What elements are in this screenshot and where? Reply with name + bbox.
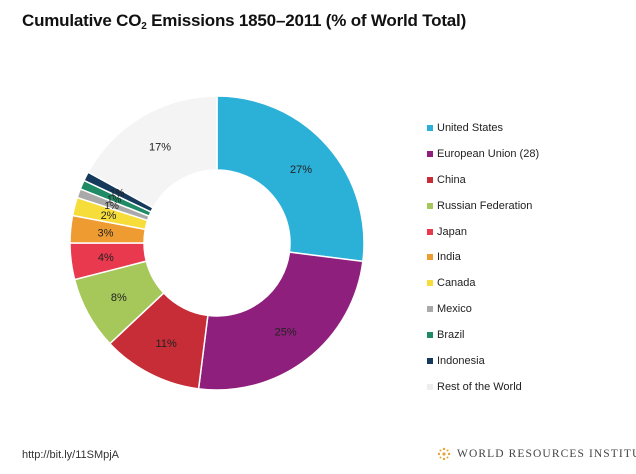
legend-label: United States xyxy=(437,121,504,134)
label-european-union-28: 25% xyxy=(275,326,297,338)
slice-united-states xyxy=(216,95,365,263)
legend-swatch xyxy=(427,254,433,261)
legend-item-european-union-28: European Union (28) xyxy=(427,141,539,167)
legend-label: European Union (28) xyxy=(437,147,540,160)
label-china: 11% xyxy=(156,338,177,350)
legend-swatch xyxy=(427,150,433,157)
legend-label: Japan xyxy=(437,225,467,238)
brand-name: WORLD RESOURCES INSTITUTE xyxy=(457,448,636,460)
legend-label: Rest of the World xyxy=(437,380,522,393)
legend-item-united-states: United States xyxy=(427,115,539,141)
legend-item-china: China xyxy=(427,167,539,193)
legend-item-india: India xyxy=(427,244,539,270)
legend-swatch xyxy=(427,306,433,313)
legend-label: Indonesia xyxy=(437,354,485,367)
legend-swatch xyxy=(427,202,433,209)
label-india: 3% xyxy=(98,227,114,239)
label-brazil: 1% xyxy=(107,195,122,206)
legend-label: India xyxy=(437,251,461,264)
label-russian-federation: 8% xyxy=(111,292,127,304)
chart-title: Cumulative CO2 Emissions 1850–2011 (% of… xyxy=(22,11,467,32)
legend-item-russian-federation: Russian Federation xyxy=(427,193,539,219)
brand: WORLD RESOURCES INSTITUTE xyxy=(436,446,636,462)
source-link[interactable]: http://bit.ly/11SMpjA xyxy=(22,449,120,461)
legend-swatch xyxy=(427,357,433,364)
label-japan: 4% xyxy=(98,252,114,264)
chart-legend: United States European Union (28) China Rus… xyxy=(427,115,539,400)
legend-item-canada: Canada xyxy=(427,270,539,296)
legend-swatch xyxy=(427,228,433,235)
legend-item-japan: Japan xyxy=(427,219,539,245)
legend-item-brazil: Brazil xyxy=(427,322,539,348)
legend-label: Mexico xyxy=(437,303,472,316)
legend-swatch xyxy=(427,383,433,390)
slice-rest-of-the-world xyxy=(87,95,218,209)
label-indonesia: 1% xyxy=(110,188,125,199)
legend-item-rest-of-the-world: Rest of the World xyxy=(427,374,539,400)
label-mexico: 1% xyxy=(104,201,119,212)
wri-logo-icon xyxy=(437,447,451,461)
legend-item-mexico: Mexico xyxy=(427,296,539,322)
legend-swatch xyxy=(427,124,433,131)
slice-european-union-28 xyxy=(197,251,364,391)
label-canada: 2% xyxy=(101,210,117,222)
legend-label: Brazil xyxy=(437,329,465,342)
label-rest-of-the-world: 17% xyxy=(149,142,171,154)
legend-label: Russian Federation xyxy=(437,199,533,212)
legend-label: Canada xyxy=(437,277,476,290)
label-united-states: 27% xyxy=(290,164,312,176)
legend-swatch xyxy=(427,280,433,287)
legend-item-indonesia: Indonesia xyxy=(427,348,539,374)
legend-swatch xyxy=(427,332,433,339)
legend-label: China xyxy=(437,173,466,186)
legend-swatch xyxy=(427,176,433,183)
